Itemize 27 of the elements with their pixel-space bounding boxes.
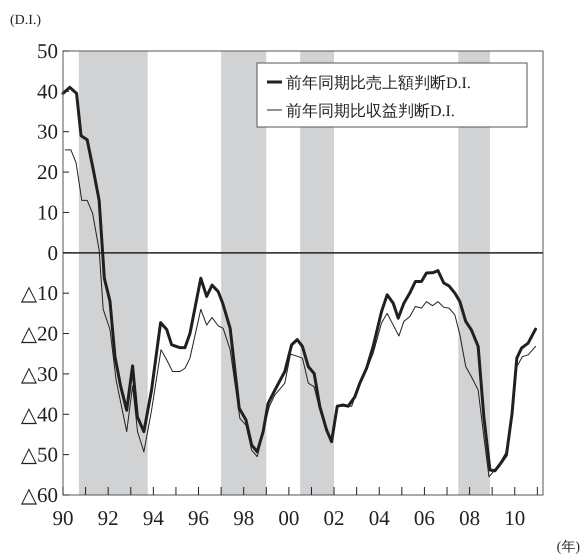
y-tick-label: 20	[37, 160, 58, 184]
y-tick-label: △30	[20, 362, 58, 386]
y-tick-label: 40	[37, 79, 58, 104]
legend-label: 前年同期比売上額判断D.I.	[286, 74, 471, 92]
y-tick-label: △40	[20, 402, 58, 426]
x-tick-label: 02	[324, 506, 345, 530]
x-axis-title: (年)	[556, 539, 580, 555]
y-tick-label: 50	[37, 39, 58, 63]
x-tick-label: 96	[188, 506, 210, 530]
x-tick-label: 94	[142, 506, 164, 530]
y-tick-label: 30	[37, 120, 58, 144]
x-tick-label: 08	[459, 506, 480, 530]
x-tick-label: 00	[278, 506, 300, 530]
x-tick-label: 06	[414, 506, 435, 530]
x-tick-label: 04	[368, 506, 390, 530]
y-tick-label: △60	[20, 483, 58, 507]
y-tick-label: 10	[37, 200, 58, 224]
y-axis-title: (D.I.)	[10, 13, 42, 28]
x-tick-label: 92	[98, 506, 119, 530]
y-tick-label: △20	[20, 322, 58, 346]
y-tick-label: △50	[20, 442, 58, 467]
y-tick-label: △10	[20, 281, 58, 306]
x-tick-label: 10	[504, 506, 526, 530]
y-tick-label: 0	[48, 240, 58, 265]
legend-label: 前年同期比収益判断D.I.	[286, 102, 455, 120]
x-tick-label: 98	[233, 506, 254, 530]
x-tick-label: 90	[52, 506, 74, 530]
